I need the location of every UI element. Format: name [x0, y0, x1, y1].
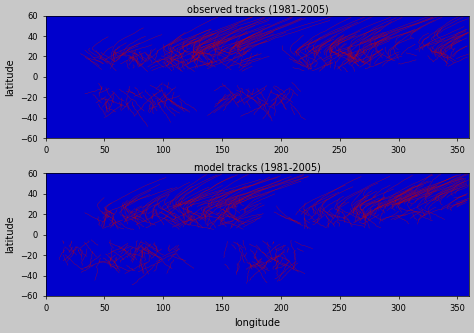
Title: model tracks (1981-2005): model tracks (1981-2005) — [194, 163, 321, 172]
X-axis label: longitude: longitude — [235, 318, 281, 328]
Y-axis label: latitude: latitude — [5, 216, 15, 253]
Y-axis label: latitude: latitude — [5, 58, 15, 96]
Title: observed tracks (1981-2005): observed tracks (1981-2005) — [187, 5, 328, 15]
